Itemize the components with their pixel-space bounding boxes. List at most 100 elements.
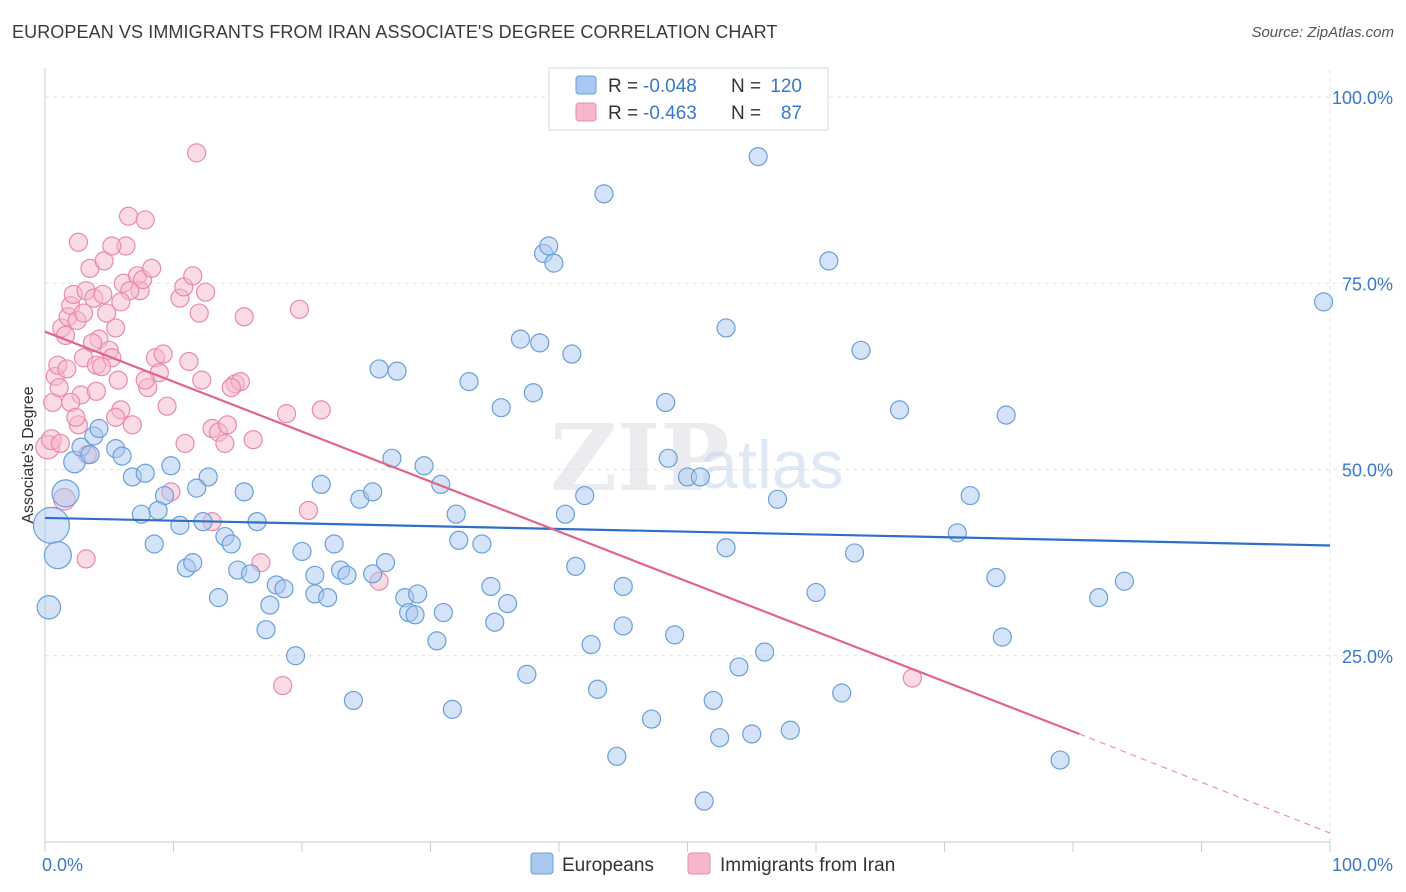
europeans-point-15	[187, 478, 207, 498]
iran-point-46	[183, 266, 203, 286]
europeans-point-106	[844, 543, 865, 563]
iran-point-26	[106, 318, 126, 338]
europeans-point-103	[806, 582, 826, 603]
europeans-point-0	[32, 506, 71, 544]
europeans-point-104	[819, 251, 839, 271]
europeans-point-41	[324, 534, 344, 554]
legend-swatch-europeans	[575, 75, 597, 95]
europeans-point-33	[260, 595, 280, 615]
europeans-point-57	[431, 474, 451, 494]
europeans-point-91	[690, 467, 710, 487]
europeans-point-80	[581, 634, 601, 655]
series-legend: Europeans Immigrants from Iran	[530, 852, 895, 876]
iran-point-75	[94, 251, 114, 271]
watermark-atlas: atlas	[700, 427, 844, 503]
europeans-point-61	[449, 530, 469, 550]
iran-point-61	[276, 404, 297, 424]
iran-point-53	[215, 433, 235, 454]
europeans-point-99	[748, 147, 768, 167]
europeans-point-85	[613, 616, 633, 636]
y-tick-label-2: 50.0%	[1342, 461, 1393, 481]
iran-point-73	[73, 303, 94, 323]
iran-point-62	[289, 299, 310, 319]
x-tick-label-1: 100.0%	[1332, 855, 1393, 875]
iran-point-80	[66, 407, 86, 427]
europeans-point-112	[992, 627, 1012, 647]
iran-point-79	[50, 433, 71, 454]
europeans-point-82	[594, 184, 614, 204]
europeans-point-84	[613, 576, 633, 597]
y-axis-label: Associate's Degree	[20, 386, 37, 523]
europeans-point-115	[1089, 588, 1109, 608]
europeans-point-63	[459, 371, 479, 392]
europeans-point-100	[754, 642, 775, 662]
iran-point-23	[97, 303, 117, 323]
europeans-point-79	[575, 485, 595, 506]
iran-point-27	[108, 370, 128, 390]
europeans-point-107	[851, 340, 871, 360]
europeans-point-60	[446, 504, 466, 524]
y-tick-label-1: 75.0%	[1342, 274, 1393, 294]
data-points	[32, 143, 1334, 811]
iran-point-69	[86, 381, 107, 401]
iran-point-5	[49, 377, 69, 398]
europeans-point-77	[562, 344, 582, 364]
europeans-point-78	[566, 556, 586, 576]
europeans-point-116	[1114, 571, 1135, 591]
europeans-point-53	[405, 605, 425, 625]
europeans-point-43	[337, 565, 357, 585]
europeans-point-86	[641, 709, 662, 729]
iran-point-64	[311, 400, 331, 420]
europeans-point-66	[485, 612, 505, 632]
iran-point-47	[187, 143, 207, 163]
europeans-point-54	[408, 584, 428, 604]
europeans-point-113	[996, 405, 1016, 425]
legend-r-label-2: R =	[608, 103, 638, 124]
x-tick-label-0: 0.0%	[42, 855, 83, 875]
europeans-point-36	[292, 541, 312, 562]
europeans-point-12	[135, 463, 155, 483]
europeans-point-88	[658, 448, 678, 468]
europeans-point-18	[148, 500, 168, 521]
europeans-point-37	[305, 565, 325, 585]
iran-point-76	[102, 236, 122, 256]
legend-n-label-1: N =	[731, 76, 761, 97]
europeans-point-94	[710, 728, 730, 748]
chart-title: EUROPEAN VS IMMIGRANTS FROM IRAN ASSOCIA…	[12, 22, 778, 42]
iran-point-71	[122, 415, 142, 435]
europeans-point-3	[51, 479, 80, 508]
europeans-point-35	[285, 646, 306, 666]
europeans-point-27	[183, 553, 203, 573]
iran-point-48	[192, 370, 212, 390]
legend-r-value-1: -0.048	[643, 76, 697, 97]
iran-point-82	[91, 357, 112, 377]
europeans-point-59	[442, 699, 462, 719]
iran-point-60	[273, 675, 293, 696]
iran-trend-line-extension	[1079, 733, 1331, 834]
europeans-point-7	[89, 418, 109, 439]
iran-point-86	[221, 377, 241, 398]
europeans-point-109	[947, 523, 967, 543]
europeans-point-22	[221, 534, 241, 554]
iran-point-49	[196, 282, 216, 302]
y-tick-label-0: 100.0%	[1332, 88, 1393, 108]
europeans-point-56	[427, 631, 447, 651]
europeans-point-93	[703, 690, 723, 711]
europeans-point-34	[256, 620, 276, 640]
series-legend-label-europeans: Europeans	[562, 855, 654, 876]
iran-point-85	[189, 303, 209, 323]
series-legend-swatch-europeans	[530, 852, 554, 875]
europeans-point-95	[716, 538, 736, 558]
iran-point-31	[118, 206, 139, 226]
europeans-trend-line	[44, 516, 1331, 547]
europeans-point-40	[318, 588, 338, 608]
europeans-point-67	[491, 398, 511, 418]
europeans-point-105	[832, 683, 852, 703]
y-tick-label-3: 25.0%	[1342, 647, 1393, 667]
iran-point-63	[298, 500, 319, 521]
europeans-point-98	[742, 724, 762, 744]
iran-point-83	[111, 292, 131, 312]
europeans-point-13	[161, 456, 181, 476]
iran-point-22	[93, 284, 113, 305]
iran-point-70	[106, 407, 126, 427]
